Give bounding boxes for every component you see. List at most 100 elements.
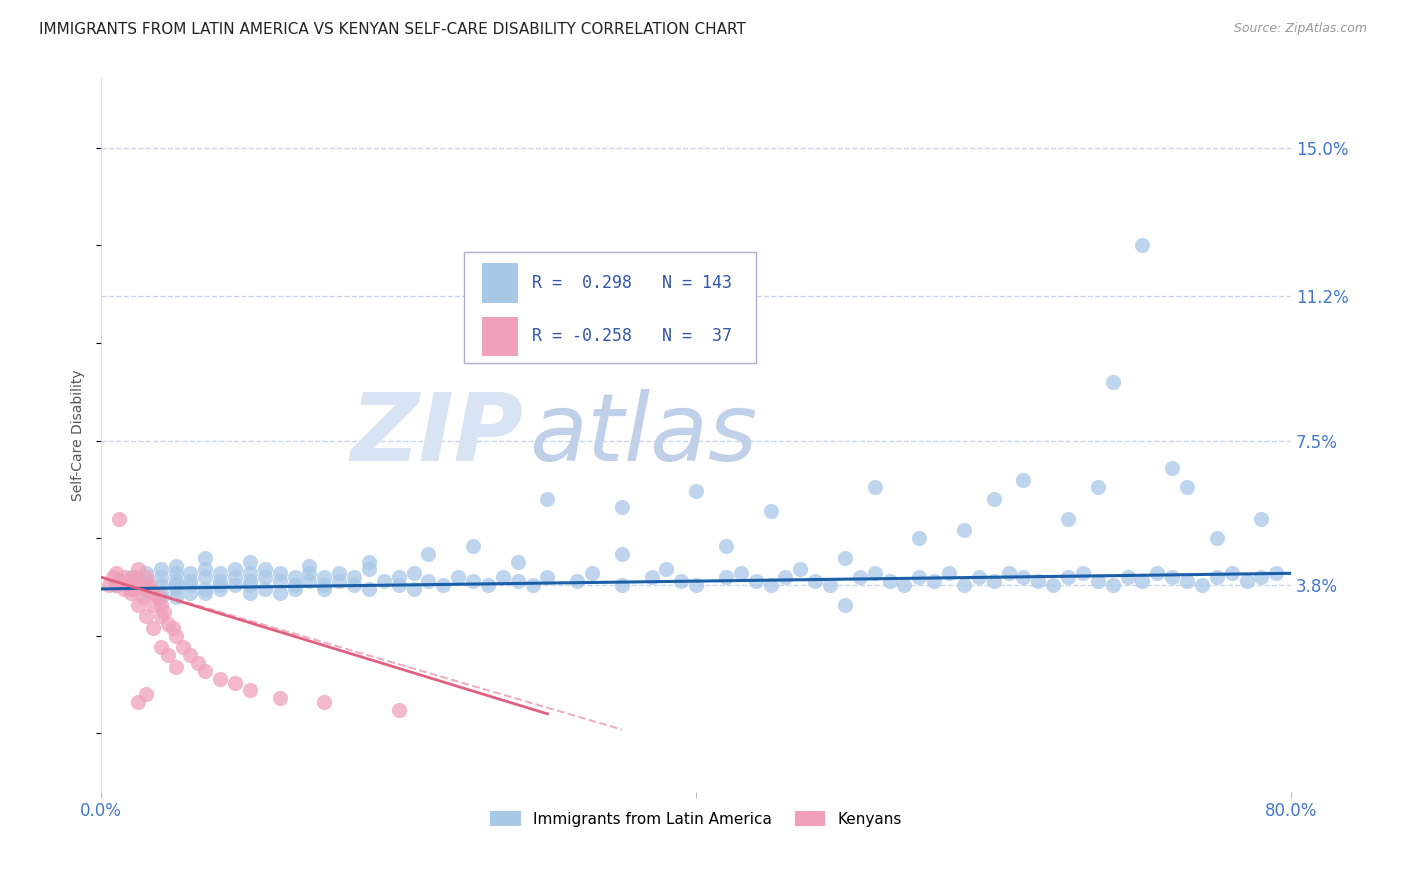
Point: [239, 578, 262, 592]
Point: [418, 574, 440, 588]
Point: [253, 582, 276, 596]
Point: [1205, 531, 1227, 545]
Text: atlas: atlas: [530, 389, 758, 480]
Point: [157, 648, 180, 663]
Point: [863, 566, 886, 581]
Point: [983, 574, 1005, 588]
Point: [775, 570, 797, 584]
Point: [1042, 578, 1064, 592]
Point: [269, 574, 291, 588]
Point: [179, 648, 201, 663]
Point: [105, 578, 128, 592]
Point: [135, 566, 157, 581]
Point: [224, 578, 246, 592]
Point: [536, 570, 558, 584]
Point: [149, 578, 172, 592]
Point: [804, 574, 827, 588]
Point: [135, 586, 157, 600]
Point: [1101, 578, 1123, 592]
Point: [567, 574, 589, 588]
Point: [194, 570, 217, 584]
Point: [142, 586, 165, 600]
Point: [122, 582, 145, 596]
Point: [893, 578, 915, 592]
Point: [179, 566, 201, 581]
Point: [165, 582, 187, 596]
Point: [1012, 570, 1035, 584]
Point: [1175, 480, 1198, 494]
Point: [149, 570, 172, 584]
Point: [132, 590, 155, 604]
Point: [165, 578, 187, 592]
Point: [1205, 570, 1227, 584]
Point: [165, 558, 187, 573]
Point: [388, 703, 411, 717]
Point: [194, 582, 217, 596]
Point: [239, 683, 262, 698]
Point: [834, 550, 856, 565]
Point: [461, 539, 484, 553]
Point: [284, 578, 307, 592]
Point: [357, 562, 380, 576]
Point: [239, 586, 262, 600]
Point: [135, 574, 157, 588]
Point: [714, 570, 737, 584]
Point: [209, 578, 232, 592]
Point: [142, 598, 165, 612]
Point: [165, 660, 187, 674]
Point: [938, 566, 960, 581]
Point: [165, 629, 187, 643]
Point: [194, 562, 217, 576]
Point: [506, 555, 529, 569]
Point: [953, 578, 976, 592]
Point: [610, 500, 633, 514]
Point: [298, 566, 321, 581]
Point: [1132, 574, 1154, 588]
Point: [314, 582, 336, 596]
Point: [402, 566, 425, 581]
Point: [908, 531, 931, 545]
Point: [149, 598, 172, 612]
Point: [284, 582, 307, 596]
Point: [138, 578, 160, 592]
Point: [714, 539, 737, 553]
Point: [165, 566, 187, 581]
Point: [179, 578, 201, 592]
Point: [506, 574, 529, 588]
Point: [879, 574, 901, 588]
Point: [789, 562, 811, 576]
Point: [108, 574, 131, 588]
Point: [432, 578, 454, 592]
Point: [1220, 566, 1243, 581]
Point: [135, 687, 157, 701]
Point: [314, 570, 336, 584]
Point: [120, 574, 142, 588]
Point: [1250, 511, 1272, 525]
Point: [522, 578, 544, 592]
Point: [179, 586, 201, 600]
Point: [194, 664, 217, 678]
Point: [108, 511, 131, 525]
Point: [1087, 574, 1109, 588]
Point: [117, 578, 139, 592]
Point: [997, 566, 1019, 581]
Point: [1191, 578, 1213, 592]
Point: [101, 570, 124, 584]
Point: [253, 562, 276, 576]
Point: [983, 492, 1005, 507]
Point: [224, 562, 246, 576]
Point: [477, 578, 499, 592]
Point: [1057, 570, 1080, 584]
Point: [269, 566, 291, 581]
Y-axis label: Self-Care Disability: Self-Care Disability: [72, 369, 86, 500]
Point: [730, 566, 752, 581]
Point: [581, 566, 603, 581]
Text: R =  0.298   N = 143: R = 0.298 N = 143: [531, 274, 733, 292]
Point: [1265, 566, 1288, 581]
Point: [863, 480, 886, 494]
Point: [142, 621, 165, 635]
FancyBboxPatch shape: [482, 263, 517, 302]
Point: [165, 574, 187, 588]
Text: Source: ZipAtlas.com: Source: ZipAtlas.com: [1233, 22, 1367, 36]
Point: [418, 547, 440, 561]
